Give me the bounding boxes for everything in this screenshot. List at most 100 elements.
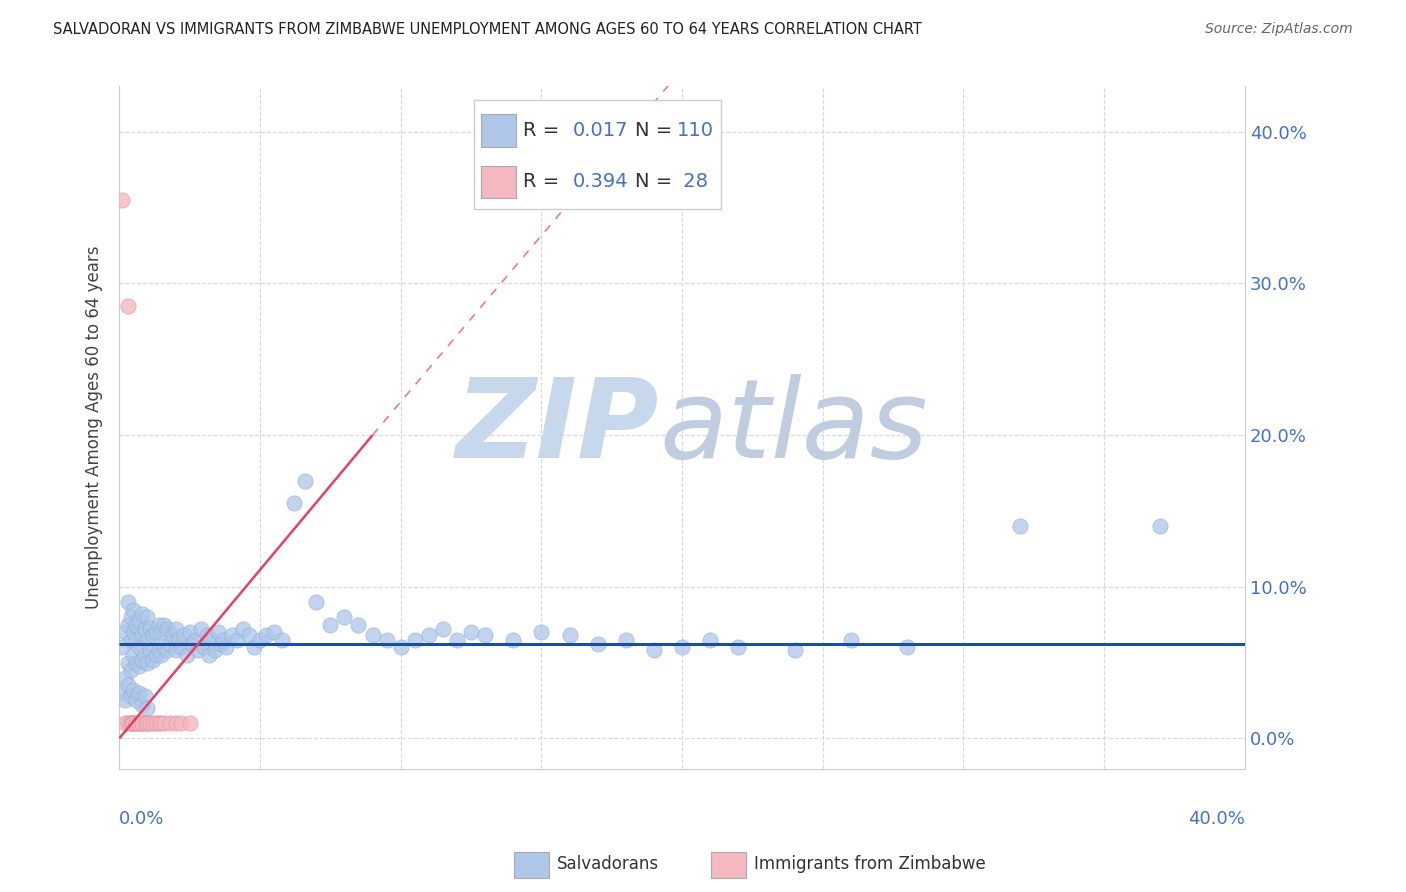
- Text: Salvadorans: Salvadorans: [557, 855, 659, 873]
- Point: [294, 474, 316, 488]
- Point: [122, 716, 145, 731]
- Point: [896, 640, 918, 655]
- Point: [117, 716, 139, 731]
- Point: [404, 632, 426, 647]
- Point: [432, 622, 454, 636]
- Point: [120, 610, 142, 624]
- Point: [131, 716, 153, 731]
- Point: [263, 625, 285, 640]
- Point: [162, 628, 184, 642]
- Point: [283, 496, 305, 510]
- Point: [221, 628, 243, 642]
- Point: [136, 610, 159, 624]
- Point: [165, 622, 187, 636]
- Point: [134, 689, 156, 703]
- Point: [1008, 519, 1031, 533]
- Point: [347, 617, 370, 632]
- Point: [671, 640, 693, 655]
- Point: [159, 637, 181, 651]
- Point: [128, 686, 150, 700]
- Point: [839, 632, 862, 647]
- Point: [148, 716, 170, 731]
- Point: [699, 632, 721, 647]
- Point: [215, 640, 238, 655]
- Point: [142, 652, 165, 666]
- Point: [212, 632, 235, 647]
- Point: [134, 622, 156, 636]
- Point: [249, 632, 271, 647]
- Point: [120, 716, 142, 731]
- Point: [117, 617, 139, 632]
- Point: [187, 643, 209, 657]
- Point: [120, 632, 142, 647]
- Point: [128, 613, 150, 627]
- Point: [136, 632, 159, 647]
- Point: [136, 716, 159, 731]
- Point: [165, 643, 187, 657]
- Point: [254, 628, 277, 642]
- Point: [176, 648, 198, 662]
- Point: [145, 716, 167, 731]
- Point: [586, 637, 609, 651]
- Point: [150, 625, 173, 640]
- Point: [193, 640, 215, 655]
- Point: [150, 716, 173, 731]
- Point: [170, 640, 193, 655]
- Point: [165, 716, 187, 731]
- Point: [139, 716, 162, 731]
- Text: 0.0%: 0.0%: [120, 810, 165, 828]
- Point: [153, 716, 176, 731]
- Point: [136, 701, 159, 715]
- Point: [131, 607, 153, 621]
- Point: [122, 682, 145, 697]
- Point: [1149, 519, 1171, 533]
- Point: [783, 643, 806, 657]
- Point: [125, 632, 148, 647]
- Point: [614, 632, 637, 647]
- Point: [167, 632, 190, 647]
- Y-axis label: Unemployment Among Ages 60 to 64 years: Unemployment Among Ages 60 to 64 years: [86, 246, 103, 609]
- Point: [156, 622, 179, 636]
- Point: [131, 652, 153, 666]
- Point: [122, 716, 145, 731]
- Point: [179, 625, 201, 640]
- Point: [131, 628, 153, 642]
- Point: [153, 640, 176, 655]
- Text: Source: ZipAtlas.com: Source: ZipAtlas.com: [1205, 22, 1353, 37]
- Point: [195, 628, 218, 642]
- Point: [184, 632, 207, 647]
- Point: [122, 625, 145, 640]
- Point: [502, 632, 524, 647]
- Text: Immigrants from Zimbabwe: Immigrants from Zimbabwe: [754, 855, 986, 873]
- Point: [117, 595, 139, 609]
- Point: [209, 637, 232, 651]
- Point: [558, 628, 581, 642]
- Point: [125, 693, 148, 707]
- Point: [131, 716, 153, 731]
- Point: [179, 716, 201, 731]
- Point: [128, 658, 150, 673]
- Point: [117, 678, 139, 692]
- Point: [111, 686, 134, 700]
- Point: [474, 628, 496, 642]
- Point: [125, 656, 148, 670]
- Point: [125, 617, 148, 632]
- Point: [120, 689, 142, 703]
- Point: [271, 632, 294, 647]
- Point: [122, 602, 145, 616]
- Point: [333, 610, 356, 624]
- Point: [159, 716, 181, 731]
- Point: [125, 716, 148, 731]
- Point: [114, 625, 136, 640]
- FancyBboxPatch shape: [711, 853, 747, 878]
- Point: [148, 643, 170, 657]
- Point: [111, 640, 134, 655]
- Point: [139, 643, 162, 657]
- Point: [727, 640, 749, 655]
- Point: [375, 632, 398, 647]
- Point: [319, 617, 342, 632]
- Point: [117, 656, 139, 670]
- Point: [128, 716, 150, 731]
- FancyBboxPatch shape: [515, 853, 550, 878]
- Point: [114, 671, 136, 685]
